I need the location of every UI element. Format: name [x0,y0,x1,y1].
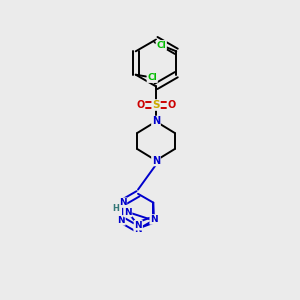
Text: N: N [117,216,125,225]
Text: N: N [152,155,160,166]
Text: N: N [152,116,160,127]
Text: Cl: Cl [147,73,157,82]
Text: O: O [136,100,145,110]
Text: N: N [150,215,158,224]
Text: Cl: Cl [156,41,166,50]
Text: N: N [134,225,142,234]
Text: S: S [152,100,160,110]
Text: O: O [167,100,176,110]
Text: N: N [124,208,132,217]
Text: H: H [112,204,119,213]
Text: N: N [134,221,142,230]
Text: N: N [119,198,127,207]
